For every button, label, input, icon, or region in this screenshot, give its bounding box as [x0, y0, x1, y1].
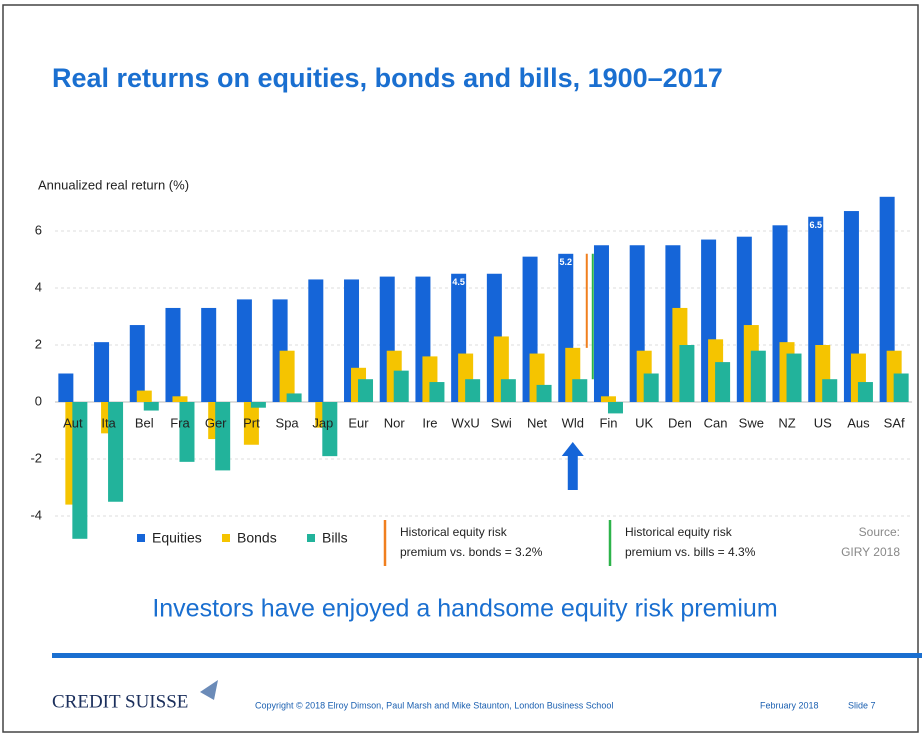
legend-label: Equities — [152, 530, 202, 546]
footer-rule — [52, 653, 922, 658]
x-tick-label: Aus — [847, 415, 870, 430]
x-tick-label: SAf — [884, 415, 905, 430]
source: Source: — [859, 525, 900, 539]
x-tick-label: Jap — [312, 415, 333, 430]
y-tick-label: 0 — [35, 393, 42, 408]
bar — [215, 402, 231, 471]
brand-sail — [200, 680, 218, 700]
x-tick-label: Net — [527, 415, 548, 430]
x-tick-label: WxU — [452, 415, 480, 430]
bar — [600, 396, 616, 402]
x-tick-label: Fin — [599, 415, 617, 430]
arrow-up — [561, 442, 584, 490]
x-tick-label: Ire — [422, 415, 437, 430]
bar — [322, 402, 338, 457]
y-axis-label: Annualized real return (%) — [38, 177, 189, 192]
y-tick-label: -2 — [30, 450, 42, 465]
x-tick-label: Aut — [63, 415, 83, 430]
subtitle: Investors have enjoyed a handsome equity… — [152, 595, 777, 623]
bar — [286, 393, 302, 402]
bar — [129, 325, 145, 402]
bar — [165, 307, 181, 402]
x-tick-label: Prt — [243, 415, 260, 430]
bar — [643, 373, 659, 402]
y-tick-label: -4 — [30, 507, 42, 522]
bar — [250, 402, 266, 408]
bar — [857, 382, 873, 402]
x-tick-label: Den — [668, 415, 692, 430]
y-tick-label: 2 — [35, 336, 42, 351]
bar — [572, 379, 588, 402]
bar — [179, 402, 195, 462]
x-tick-label: Spa — [276, 415, 300, 430]
x-tick-label: Fra — [170, 415, 190, 430]
bar — [465, 379, 481, 402]
bar — [308, 279, 324, 402]
bar — [893, 373, 909, 402]
bar — [607, 402, 623, 414]
legend-swatch — [222, 534, 230, 542]
bar — [243, 402, 259, 445]
date: February 2018 — [760, 700, 819, 710]
annotation-text: premium vs. bonds = 3.2% — [400, 545, 543, 559]
bar — [72, 402, 88, 539]
bar — [172, 396, 188, 402]
x-tick-label: Nor — [384, 415, 406, 430]
brand: CREDIT SUISSE — [52, 691, 188, 712]
bar — [536, 384, 552, 402]
bar — [94, 342, 110, 402]
bar — [750, 350, 766, 402]
x-tick-label: Eur — [348, 415, 369, 430]
x-tick-label: NZ — [778, 415, 795, 430]
legend-label: Bonds — [237, 530, 277, 546]
bar — [358, 379, 374, 402]
y-tick-label: 6 — [35, 222, 42, 237]
data-label: 5.2 — [560, 257, 573, 267]
legend-swatch — [137, 534, 145, 542]
bar — [108, 402, 124, 502]
source: GIRY 2018 — [841, 545, 900, 559]
x-tick-label: Ita — [101, 415, 116, 430]
bar — [593, 245, 609, 402]
x-tick-label: Wld — [562, 415, 584, 430]
chart-title: Real returns on equities, bonds and bill… — [52, 63, 723, 93]
x-tick-label: UK — [635, 415, 653, 430]
data-label: 4.5 — [452, 277, 465, 287]
x-tick-label: US — [814, 415, 832, 430]
copyright: Copyright © 2018 Elroy Dimson, Paul Mars… — [255, 700, 613, 710]
bar — [236, 299, 252, 402]
x-tick-label: Ger — [205, 415, 227, 430]
bar — [58, 373, 74, 402]
annotation-text: Historical equity risk — [400, 525, 508, 539]
bar — [136, 390, 152, 402]
legend-swatch — [307, 534, 315, 542]
y-tick-label: 4 — [35, 279, 42, 294]
bar — [500, 379, 516, 402]
annotation-text: Historical equity risk — [625, 525, 733, 539]
x-tick-label: Swi — [491, 415, 512, 430]
bar — [715, 362, 731, 402]
bar — [679, 345, 695, 402]
bar — [429, 382, 445, 402]
data-label: 6.5 — [809, 220, 822, 230]
x-tick-label: Bel — [135, 415, 154, 430]
x-tick-label: Can — [704, 415, 728, 430]
annotation-text: premium vs. bills = 4.3% — [625, 545, 756, 559]
bar — [393, 370, 409, 402]
x-tick-label: Swe — [739, 415, 764, 430]
bar — [143, 402, 159, 411]
bar — [201, 307, 217, 402]
bar — [279, 350, 295, 402]
bar — [786, 353, 802, 402]
bar — [822, 379, 838, 402]
slide-number: Slide 7 — [848, 700, 876, 710]
legend-label: Bills — [322, 530, 348, 546]
